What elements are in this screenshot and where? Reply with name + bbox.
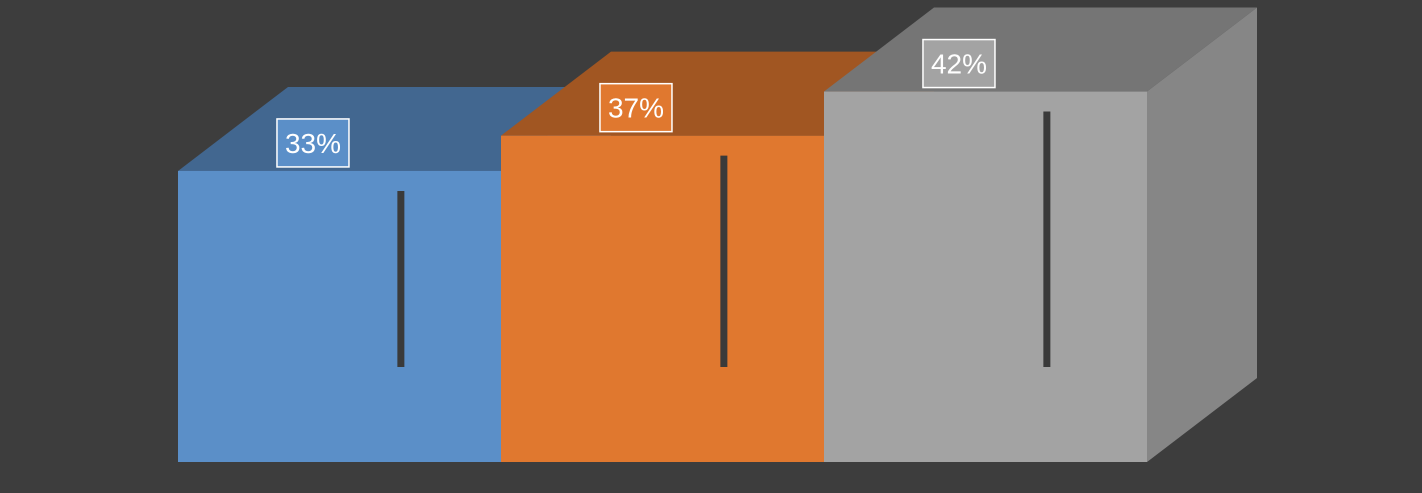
bar-front-face	[501, 135, 824, 462]
data-label-box	[599, 82, 673, 133]
bar-front-face	[824, 91, 1147, 462]
bar-front-face	[178, 170, 501, 462]
data-label-box	[276, 118, 350, 168]
data-label: 37%	[599, 82, 673, 133]
data-label-text: 37%	[608, 93, 664, 124]
bar	[824, 7, 1257, 463]
data-label-group: 33% 37% 42%	[276, 38, 996, 168]
data-label-text: 42%	[931, 49, 987, 80]
bar-group	[178, 7, 1257, 463]
data-label-box	[922, 38, 996, 89]
bar-side-face	[1147, 7, 1257, 463]
data-label-text: 33%	[285, 128, 341, 159]
data-label: 33%	[276, 118, 350, 168]
data-label: 42%	[922, 38, 996, 89]
